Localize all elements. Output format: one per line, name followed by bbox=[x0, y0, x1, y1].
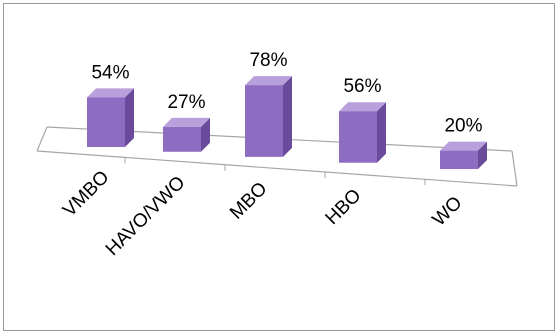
bar-vmbo bbox=[87, 88, 134, 148]
bar-side-face bbox=[377, 102, 386, 163]
floor-right-edge bbox=[511, 150, 518, 187]
bar-side-face bbox=[478, 141, 487, 170]
bar-side-face bbox=[283, 76, 292, 157]
category-label: HAVO/VWO bbox=[102, 172, 190, 260]
bar-front-face bbox=[245, 85, 283, 157]
category-label: MBO bbox=[226, 178, 271, 223]
data-label: 20% bbox=[444, 116, 482, 137]
bar-front-face bbox=[87, 97, 125, 148]
data-labels: 54% 27% 78% 56% 20% bbox=[91, 50, 482, 137]
bar-front-face bbox=[163, 126, 201, 152]
floor-left-edge bbox=[36, 126, 48, 152]
data-label: 27% bbox=[167, 92, 205, 113]
bar-top-face bbox=[87, 88, 134, 98]
category-label: WO bbox=[429, 192, 467, 230]
category-label: VMBO bbox=[59, 167, 113, 221]
bar-hbo bbox=[339, 102, 386, 163]
bar-top-face bbox=[245, 76, 292, 86]
bar-side-face bbox=[201, 117, 210, 152]
bar-havo-vwo bbox=[163, 117, 210, 152]
bar-top-face bbox=[163, 117, 210, 127]
bar-front-face bbox=[339, 111, 377, 163]
bar-mbo bbox=[245, 76, 292, 157]
category-label: HBO bbox=[322, 185, 366, 229]
data-label: 78% bbox=[249, 50, 287, 71]
bar-wo bbox=[440, 141, 487, 170]
bars bbox=[87, 76, 487, 170]
bar-front-face bbox=[440, 150, 478, 170]
bar-side-face bbox=[125, 88, 134, 148]
bar-top-face bbox=[440, 141, 487, 151]
data-label: 54% bbox=[91, 62, 129, 83]
data-label: 56% bbox=[343, 76, 381, 97]
bar-top-face bbox=[339, 102, 386, 112]
floor-front-edge bbox=[36, 150, 518, 187]
